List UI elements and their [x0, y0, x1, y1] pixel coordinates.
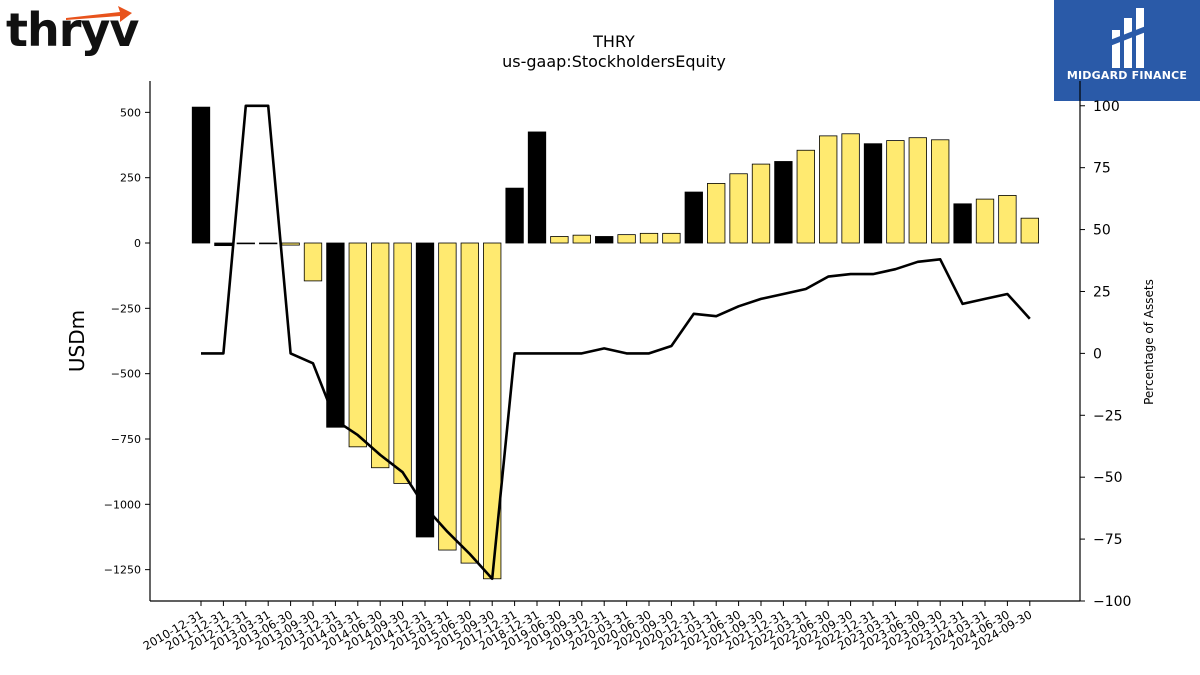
bar	[707, 183, 726, 244]
bar	[572, 234, 591, 244]
right-axis-tick-label: 50	[1093, 223, 1111, 239]
left-axis-tick-label: 250	[120, 172, 141, 185]
right-axis-tick-label: 25	[1093, 284, 1111, 300]
right-axis-tick-label: −50	[1093, 470, 1123, 486]
y-axis-label: USDm	[65, 310, 89, 372]
midgard-finance-emblem-icon	[1110, 8, 1146, 68]
bar	[886, 140, 905, 244]
right-axis-tick-label: −25	[1093, 408, 1123, 424]
left-axis-tick-label: −500	[111, 368, 141, 381]
right-axis-tick-label: −100	[1093, 594, 1131, 610]
midgard-finance-logo-text: MIDGARD FINANCE	[1066, 69, 1188, 82]
bar	[662, 232, 681, 244]
right-axis-tick-label: −75	[1093, 532, 1123, 548]
bar	[617, 234, 636, 244]
bar	[639, 232, 659, 244]
bar	[348, 242, 367, 448]
left-axis-tick-label: −750	[111, 433, 141, 446]
bar	[505, 187, 524, 244]
bar	[729, 173, 748, 244]
thryv-logo: thryv ®	[6, 2, 139, 58]
bar	[975, 198, 995, 244]
left-axis-tick-label: −250	[111, 302, 141, 315]
percentage-of-assets-line	[201, 104, 1031, 581]
bar	[527, 131, 547, 244]
bar	[998, 195, 1017, 244]
right-axis-tick-label: 75	[1093, 161, 1111, 177]
bar	[931, 139, 950, 244]
left-axis-tick-label: 500	[120, 106, 141, 119]
bar	[796, 149, 815, 244]
bar	[774, 161, 793, 244]
bar	[236, 242, 255, 245]
bar	[460, 242, 479, 564]
bar	[281, 242, 300, 246]
thryv-logo-arrow-icon	[66, 6, 132, 22]
y2-axis-label: Percentage of Assets	[1142, 279, 1156, 405]
bar	[214, 242, 233, 247]
bar	[371, 242, 390, 469]
bar	[438, 242, 457, 551]
bar	[908, 137, 927, 244]
bar	[550, 236, 569, 244]
bar	[595, 236, 614, 244]
bar	[819, 135, 838, 244]
chart-subtitle: us-gaap:StockholdersEquity	[502, 52, 726, 71]
bar	[191, 106, 211, 244]
right-axis-tick-label: 0	[1093, 346, 1102, 362]
bar	[259, 242, 278, 245]
bar	[751, 163, 771, 244]
bar	[863, 143, 883, 244]
bar	[393, 242, 412, 484]
thryv-logo-text: thryv	[6, 3, 139, 57]
midgard-finance-logo: MIDGARD FINANCE	[1054, 0, 1200, 101]
left-axis-tick-label: 0	[134, 237, 141, 250]
bar	[953, 203, 972, 244]
bar	[684, 191, 703, 244]
bar	[1020, 217, 1039, 244]
bar	[415, 242, 435, 538]
bar	[303, 242, 323, 282]
bar	[326, 242, 345, 428]
bar	[841, 133, 860, 244]
chart-title: THRY	[593, 32, 635, 51]
left-axis-tick-label: −1000	[104, 498, 141, 511]
thryv-logo-registered-mark: ®	[122, 39, 130, 48]
left-axis-tick-label: −1250	[104, 564, 141, 577]
right-axis-tick-label: 100	[1093, 99, 1120, 115]
